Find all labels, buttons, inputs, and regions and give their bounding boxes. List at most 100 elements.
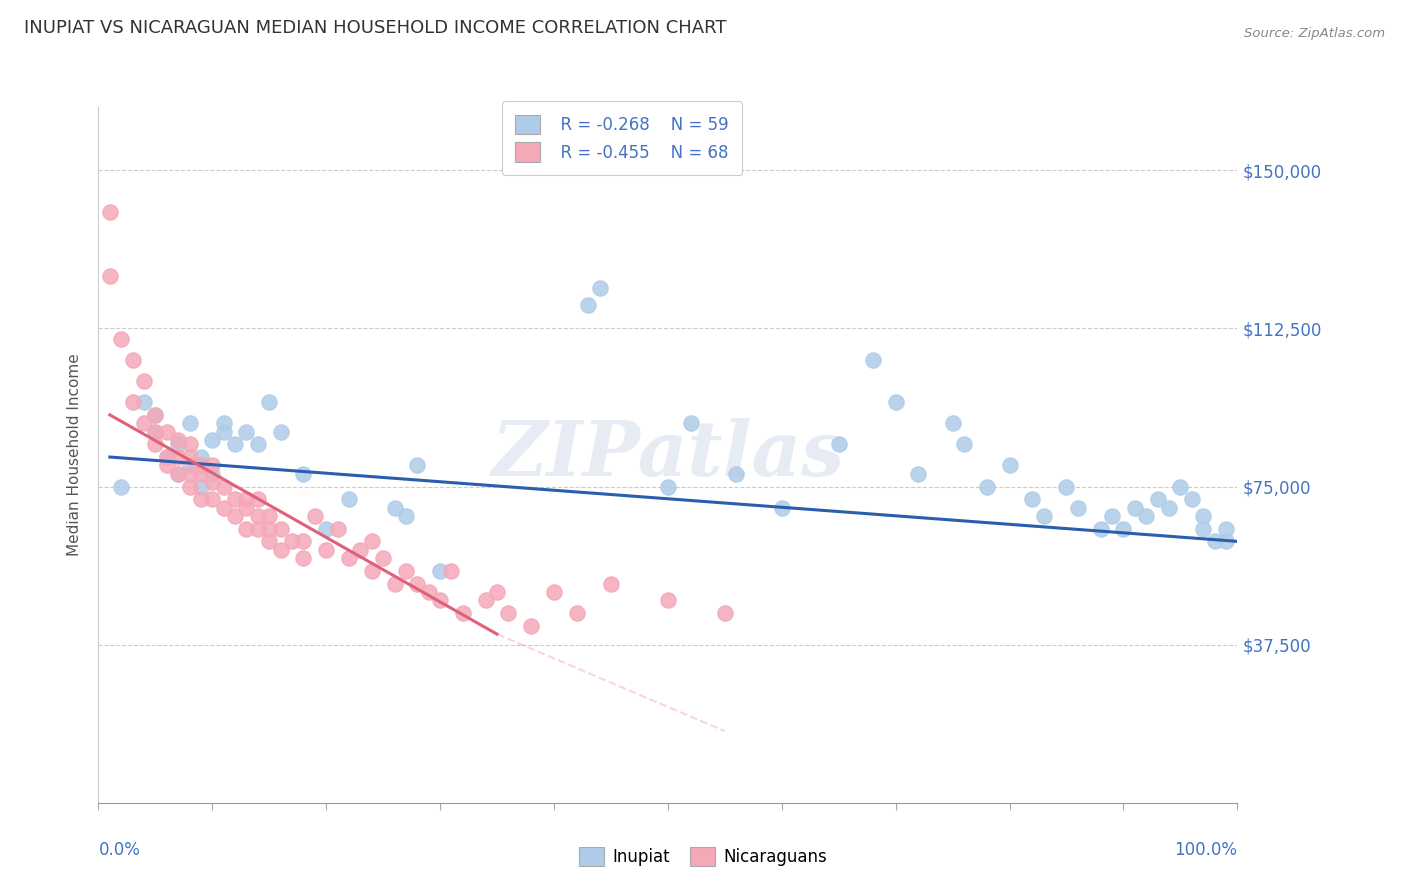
Point bbox=[212, 417, 235, 431]
Point bbox=[337, 551, 360, 566]
Point bbox=[770, 500, 793, 515]
Point bbox=[1135, 509, 1157, 524]
Point bbox=[371, 551, 394, 566]
Point bbox=[486, 585, 509, 599]
Point bbox=[349, 542, 371, 557]
Point bbox=[1112, 522, 1135, 536]
Point bbox=[179, 437, 201, 451]
Point bbox=[98, 205, 121, 219]
Point bbox=[145, 408, 167, 422]
Point bbox=[429, 593, 451, 607]
Point bbox=[179, 458, 201, 473]
Point bbox=[167, 450, 190, 464]
Point bbox=[224, 509, 246, 524]
Point bbox=[292, 534, 315, 549]
Point bbox=[418, 585, 440, 599]
Point bbox=[395, 509, 418, 524]
Point bbox=[281, 534, 304, 549]
Point bbox=[1181, 492, 1204, 507]
Point bbox=[862, 353, 884, 368]
Point bbox=[179, 479, 201, 493]
Point bbox=[1021, 492, 1043, 507]
Point bbox=[360, 534, 382, 549]
Point bbox=[1192, 522, 1215, 536]
Point bbox=[167, 433, 190, 447]
Point bbox=[565, 606, 588, 620]
Point bbox=[270, 522, 292, 536]
Point bbox=[1215, 522, 1237, 536]
Point bbox=[190, 458, 212, 473]
Y-axis label: Median Household Income: Median Household Income bbox=[66, 353, 82, 557]
Point bbox=[246, 492, 269, 507]
Point bbox=[976, 479, 998, 493]
Point bbox=[600, 576, 623, 591]
Point bbox=[201, 492, 224, 507]
Point bbox=[167, 467, 190, 481]
Point bbox=[429, 564, 451, 578]
Point bbox=[190, 450, 212, 464]
Point bbox=[725, 467, 748, 481]
Point bbox=[246, 522, 269, 536]
Point bbox=[406, 576, 429, 591]
Point bbox=[520, 618, 543, 632]
Point bbox=[1170, 479, 1192, 493]
Point bbox=[145, 425, 167, 439]
Point bbox=[384, 576, 406, 591]
Point bbox=[167, 467, 190, 481]
Point bbox=[440, 564, 463, 578]
Point bbox=[292, 467, 315, 481]
Point bbox=[259, 509, 281, 524]
Point bbox=[304, 509, 326, 524]
Point bbox=[657, 593, 679, 607]
Point bbox=[326, 522, 349, 536]
Text: ZIPatlas: ZIPatlas bbox=[491, 418, 845, 491]
Point bbox=[235, 500, 257, 515]
Point bbox=[828, 437, 851, 451]
Point bbox=[110, 332, 132, 346]
Point bbox=[167, 437, 190, 451]
Point bbox=[315, 522, 337, 536]
Point bbox=[395, 564, 418, 578]
Point bbox=[224, 437, 246, 451]
Point bbox=[121, 353, 143, 368]
Point bbox=[110, 479, 132, 493]
Point bbox=[292, 551, 315, 566]
Point bbox=[270, 425, 292, 439]
Point bbox=[201, 458, 224, 473]
Point bbox=[246, 509, 269, 524]
Point bbox=[156, 425, 179, 439]
Legend:   R = -0.268    N = 59,   R = -0.455    N = 68: R = -0.268 N = 59, R = -0.455 N = 68 bbox=[502, 102, 742, 175]
Point bbox=[132, 417, 155, 431]
Text: 100.0%: 100.0% bbox=[1174, 841, 1237, 859]
Point bbox=[212, 425, 235, 439]
Point bbox=[98, 268, 121, 283]
Point bbox=[212, 500, 235, 515]
Point bbox=[1192, 509, 1215, 524]
Point bbox=[576, 298, 599, 312]
Point bbox=[360, 564, 382, 578]
Point bbox=[498, 606, 520, 620]
Point bbox=[1157, 500, 1180, 515]
Point bbox=[884, 395, 907, 409]
Legend: Inupiat, Nicaraguans: Inupiat, Nicaraguans bbox=[571, 838, 835, 875]
Point bbox=[259, 395, 281, 409]
Point bbox=[201, 467, 224, 481]
Point bbox=[259, 534, 281, 549]
Point bbox=[679, 417, 702, 431]
Point bbox=[1146, 492, 1168, 507]
Point bbox=[1067, 500, 1090, 515]
Point bbox=[235, 492, 257, 507]
Point bbox=[270, 542, 292, 557]
Point bbox=[1204, 534, 1226, 549]
Text: 0.0%: 0.0% bbox=[98, 841, 141, 859]
Point bbox=[1090, 522, 1112, 536]
Point bbox=[588, 281, 610, 295]
Point bbox=[201, 475, 224, 490]
Point bbox=[657, 479, 679, 493]
Point bbox=[907, 467, 929, 481]
Point bbox=[201, 433, 224, 447]
Point bbox=[179, 450, 201, 464]
Point bbox=[246, 437, 269, 451]
Point bbox=[1215, 534, 1237, 549]
Point bbox=[179, 417, 201, 431]
